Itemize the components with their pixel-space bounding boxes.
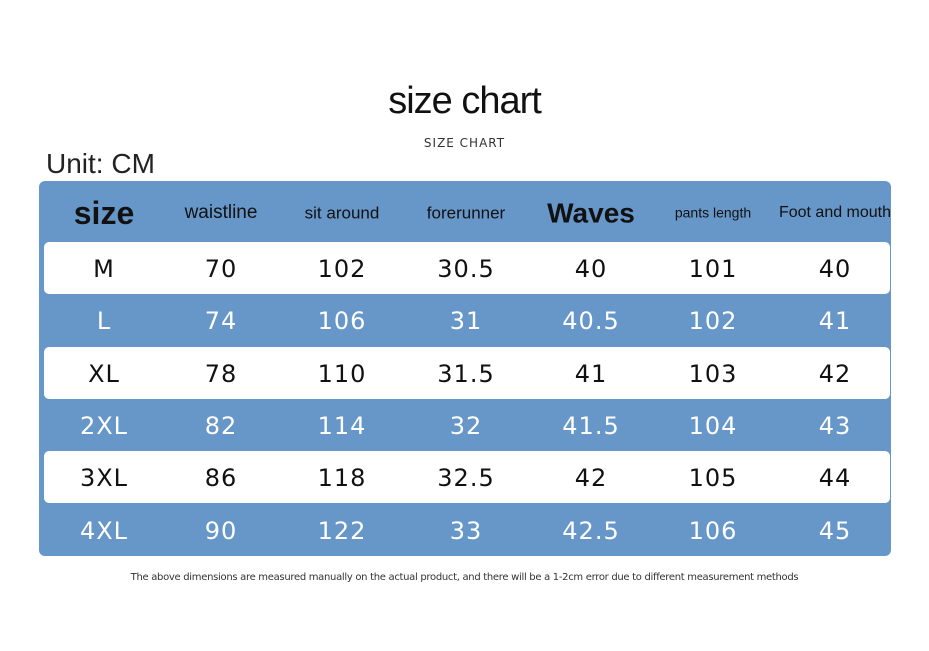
table-cell: 31.5	[437, 359, 495, 388]
table-cell: 45	[818, 516, 852, 545]
table-cell: 104	[688, 411, 738, 440]
table-cell: 74	[204, 307, 238, 336]
table-cell: 90	[204, 516, 238, 545]
table-cell: 110	[317, 359, 367, 388]
table-cell: 32	[449, 411, 483, 440]
row-background	[44, 242, 890, 294]
table-cell: 41.5	[562, 411, 620, 440]
footnote: The above dimensions are measured manual…	[130, 572, 799, 583]
table-cell: 102	[317, 255, 367, 283]
table-cell: 86	[204, 464, 238, 493]
table-cell: 82	[204, 411, 238, 440]
table-cell: 30.5	[437, 255, 495, 283]
table-cell: 78	[204, 359, 238, 388]
table-cell: 41	[818, 307, 852, 336]
column-header: waistline	[184, 202, 258, 224]
table-cell: 40.5	[562, 307, 620, 336]
table-cell: 43	[818, 411, 852, 440]
column-header: forerunner	[426, 203, 506, 223]
table-cell: 42	[818, 359, 852, 388]
column-header: Foot and mouth	[778, 204, 892, 221]
table-cell: 40	[574, 255, 608, 283]
row-background	[44, 346, 890, 399]
table-cell: 2XL	[79, 411, 129, 440]
table-cell: 33	[449, 516, 483, 545]
table-cell: 3XL	[79, 464, 129, 493]
title: size chart	[388, 80, 542, 122]
row-background	[44, 451, 890, 504]
column-header: Waves	[547, 197, 635, 229]
table-cell: 32.5	[437, 464, 495, 493]
table-cell: M	[93, 255, 115, 283]
column-header: sit around	[304, 203, 380, 223]
unit-label: Unit: CM	[46, 148, 155, 179]
table-cell: 122	[317, 516, 367, 545]
table-cell: 41	[574, 359, 608, 388]
table-cell: 101	[688, 255, 738, 283]
table-cell: 42	[574, 464, 608, 493]
table-cell: 44	[818, 464, 852, 493]
subtitle: SIZE CHART	[423, 136, 506, 150]
table-cell: 105	[688, 464, 738, 493]
table-cell: 4XL	[79, 516, 129, 545]
table-cell: 42.5	[562, 516, 620, 545]
table-cell: 102	[688, 307, 738, 336]
table-cell: 70	[204, 255, 238, 283]
table-cell: 114	[317, 411, 367, 440]
table-cell: 31	[449, 307, 483, 336]
column-header: size	[73, 195, 135, 231]
column-header: pants length	[674, 204, 752, 221]
table-cell: 118	[317, 464, 367, 493]
table-cell: L	[96, 307, 112, 336]
table-cell: 106	[688, 516, 738, 545]
table-cell: 103	[688, 359, 738, 388]
table-cell: 40	[818, 255, 852, 283]
table-cell: XL	[88, 359, 120, 388]
table-cell: 106	[317, 307, 367, 336]
